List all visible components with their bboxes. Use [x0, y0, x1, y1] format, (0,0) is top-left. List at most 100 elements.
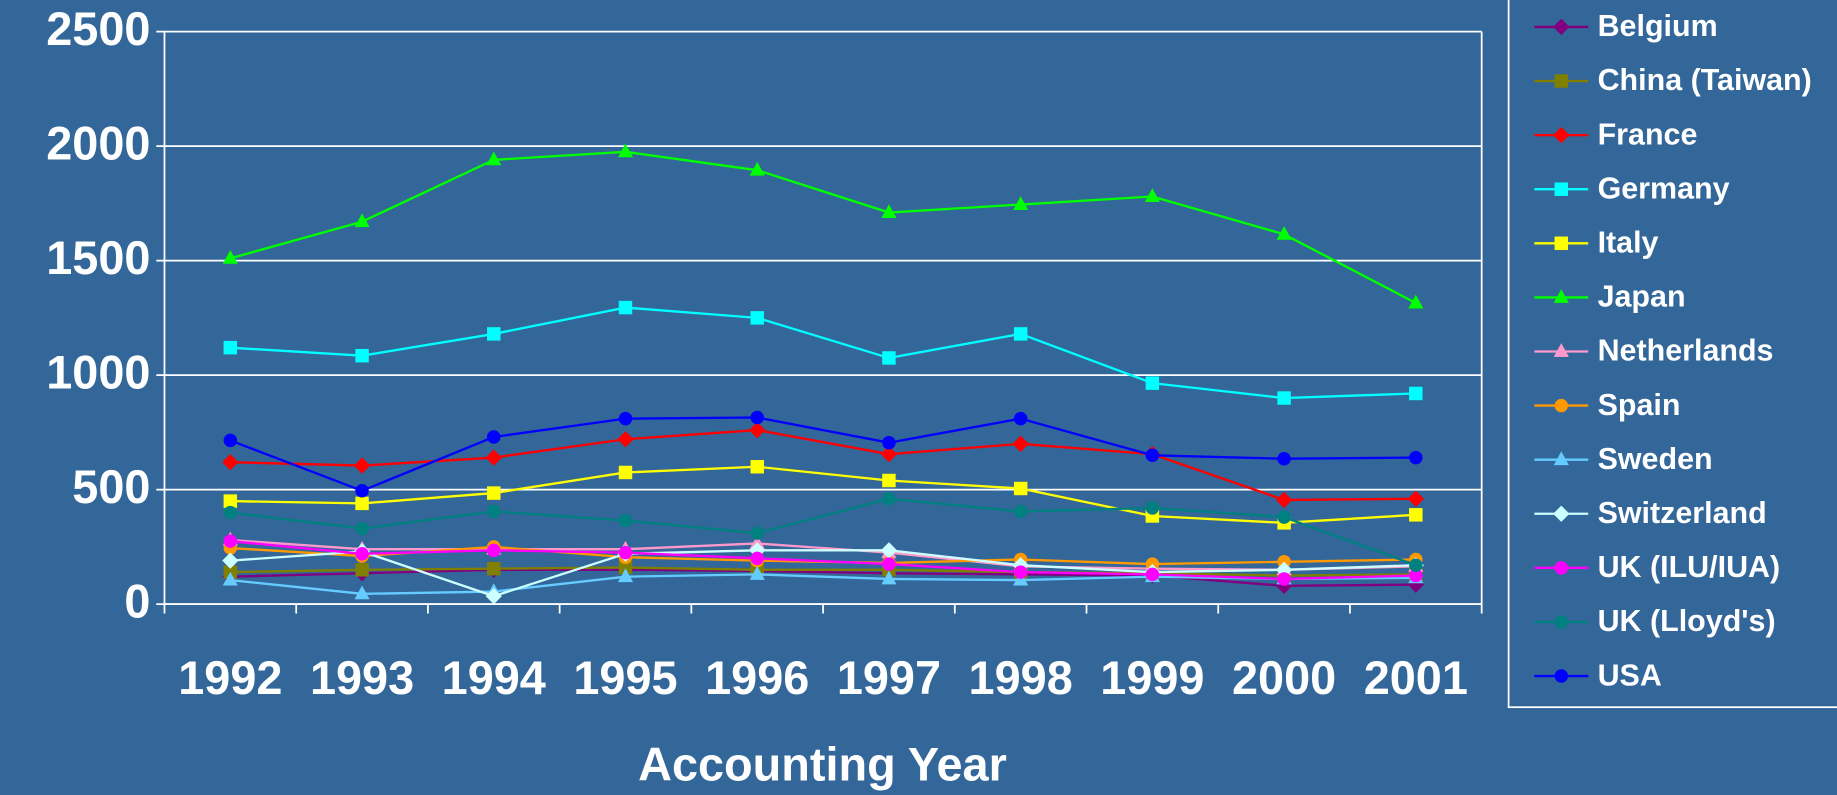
series-line [230, 428, 1416, 502]
marker [1553, 126, 1570, 144]
series-line [229, 416, 1416, 493]
marker [353, 457, 371, 474]
marker [1277, 510, 1291, 524]
marker [1553, 451, 1569, 466]
legend-item: UK (ILU/IUA) [1534, 550, 1780, 584]
marker [223, 494, 238, 508]
marker [1013, 481, 1028, 496]
marker [882, 557, 896, 571]
marker [1554, 669, 1569, 683]
legend-label: Japan [1598, 280, 1686, 314]
legend-item: Germany [1534, 171, 1730, 205]
x-tick-label: 1994 [442, 652, 546, 704]
marker [1409, 450, 1423, 465]
marker [750, 311, 764, 325]
x-tick-label: 1997 [837, 652, 941, 704]
marker [355, 521, 369, 536]
marker [1145, 448, 1160, 463]
marker [487, 543, 501, 558]
marker [1407, 490, 1424, 507]
marker [1409, 386, 1423, 401]
marker [1554, 398, 1569, 413]
x-tick-label: 1998 [969, 652, 1073, 704]
x-tick-label: 1992 [178, 652, 282, 704]
marker [1275, 491, 1293, 509]
marker [749, 161, 765, 176]
marker [1277, 572, 1291, 586]
y-tick-label: 1000 [46, 347, 150, 399]
marker [1553, 18, 1570, 36]
x-tick-label: 2001 [1364, 652, 1468, 704]
marker [223, 433, 238, 448]
legend-item: Netherlands [1534, 334, 1774, 368]
marker [750, 460, 764, 474]
series-line [230, 150, 1417, 305]
x-tick-label: 1999 [1100, 652, 1204, 704]
marker [749, 421, 766, 439]
marker [1145, 376, 1160, 390]
x-axis-label: Accounting Year [638, 738, 1007, 790]
marker [355, 484, 369, 498]
marker [1144, 188, 1160, 202]
series-line [230, 568, 1416, 588]
marker [618, 513, 633, 528]
marker [1553, 289, 1569, 303]
legend-label: Sweden [1598, 442, 1713, 476]
marker [487, 486, 501, 500]
marker [882, 435, 896, 450]
legend-label: USA [1598, 658, 1662, 692]
marker [485, 587, 502, 605]
marker [882, 492, 896, 506]
marker [750, 551, 764, 566]
legend-item: Sweden [1534, 442, 1713, 476]
legend-item: Italy [1534, 226, 1659, 260]
marker [1277, 451, 1291, 466]
marker [1013, 565, 1028, 579]
legend-label: Italy [1598, 226, 1659, 260]
marker [487, 430, 501, 444]
marker [223, 534, 238, 548]
marker [1554, 615, 1569, 629]
marker [1553, 343, 1569, 357]
series-line [230, 306, 1416, 400]
legend-label: Spain [1598, 388, 1681, 422]
series-line [230, 497, 1417, 567]
legend-item: China (Taiwan) [1534, 63, 1812, 97]
marker [1013, 196, 1029, 210]
marker [222, 454, 239, 471]
legend-item: Switzerland [1534, 496, 1767, 530]
legend-label: Switzerland [1598, 496, 1767, 530]
series-line [230, 465, 1416, 525]
marker [1554, 182, 1569, 196]
marker [223, 505, 238, 520]
marker [487, 504, 501, 519]
legend-label: France [1598, 117, 1698, 151]
marker [355, 563, 369, 577]
series-line [230, 538, 1416, 571]
marker [617, 143, 634, 158]
marker [1553, 505, 1570, 522]
marker [1012, 435, 1029, 452]
marker [1276, 225, 1292, 240]
series-line [230, 540, 1416, 581]
marker [749, 566, 765, 580]
y-tick-label: 500 [72, 461, 150, 513]
legend-item: Belgium [1534, 9, 1718, 43]
marker [618, 411, 633, 426]
legend-label: UK (Lloyd's) [1598, 604, 1776, 638]
marker [1277, 391, 1291, 405]
marker [750, 526, 764, 540]
marker [880, 446, 898, 463]
marker [1554, 561, 1569, 575]
marker [618, 465, 633, 480]
marker [487, 327, 501, 341]
marker [487, 561, 501, 576]
marker [881, 204, 897, 218]
marker [222, 571, 238, 586]
marker [486, 151, 502, 166]
marker [1013, 411, 1028, 426]
legend-label: Netherlands [1598, 334, 1774, 368]
x-tick-label: 1995 [573, 652, 677, 704]
